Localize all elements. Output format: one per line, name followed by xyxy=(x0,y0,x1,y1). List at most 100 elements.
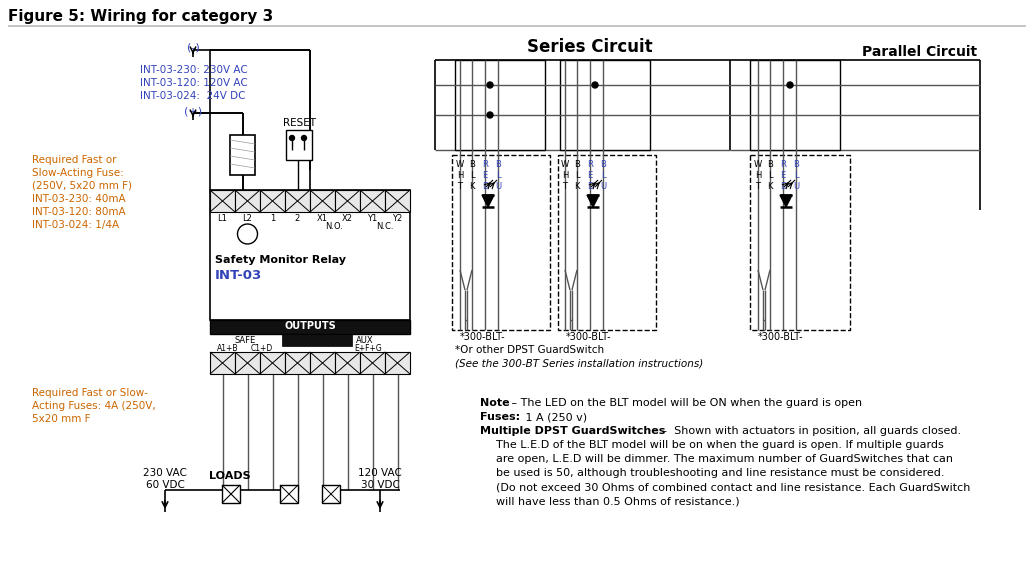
Bar xyxy=(360,190,385,212)
Bar xyxy=(360,352,385,374)
Bar xyxy=(750,60,840,150)
Text: (Do not exceed 30 Ohms of combined contact and line resistance. Each GuardSwitch: (Do not exceed 30 Ohms of combined conta… xyxy=(496,482,970,492)
Text: Acting Fuses: 4A (250V,: Acting Fuses: 4A (250V, xyxy=(32,401,156,411)
Bar xyxy=(322,485,340,503)
Bar xyxy=(235,190,260,212)
Polygon shape xyxy=(482,195,494,207)
Bar xyxy=(210,352,235,374)
Text: 1: 1 xyxy=(270,214,275,223)
Text: L2: L2 xyxy=(243,214,252,223)
Text: A1+B: A1+B xyxy=(217,344,239,353)
Text: 120 VAC: 120 VAC xyxy=(358,468,402,478)
Text: W
H
T: W H T xyxy=(754,160,762,191)
Bar xyxy=(260,190,285,212)
Text: Required Fast or: Required Fast or xyxy=(32,155,117,165)
Text: L1: L1 xyxy=(217,214,227,223)
Text: be used is 50, although troubleshooting and line resistance must be considered.: be used is 50, although troubleshooting … xyxy=(496,468,944,478)
Text: INT-03-024: 1/4A: INT-03-024: 1/4A xyxy=(32,220,119,230)
Text: Fuses:: Fuses: xyxy=(480,412,520,422)
Polygon shape xyxy=(780,195,792,207)
Text: 60 VDC: 60 VDC xyxy=(146,480,184,490)
Bar xyxy=(280,485,298,503)
Text: 30 VDC: 30 VDC xyxy=(361,480,399,490)
Text: Y1: Y1 xyxy=(367,214,377,223)
Text: are open, L.E.D will be dimmer. The maximum number of GuardSwitches that can: are open, L.E.D will be dimmer. The maxi… xyxy=(496,454,953,464)
Text: INT-03-120: 120V AC: INT-03-120: 120V AC xyxy=(140,78,248,88)
Text: The L.E.D of the BLT model will be on when the guard is open. If multiple guards: The L.E.D of the BLT model will be on wh… xyxy=(496,440,944,450)
Text: 230 VAC: 230 VAC xyxy=(143,468,187,478)
Text: SAFE: SAFE xyxy=(235,336,255,345)
Text: (See the 300-BT Series installation instructions): (See the 300-BT Series installation inst… xyxy=(455,359,703,369)
Text: (250V, 5x20 mm F): (250V, 5x20 mm F) xyxy=(32,181,132,191)
Bar xyxy=(210,320,410,334)
Text: INT-03: INT-03 xyxy=(215,269,263,282)
Text: *Or other DPST GuardSwitch: *Or other DPST GuardSwitch xyxy=(455,345,604,355)
Bar xyxy=(310,352,335,374)
Bar xyxy=(230,135,255,175)
Bar xyxy=(750,155,850,330)
Text: B
L
K: B L K xyxy=(767,160,773,191)
Text: R
E
D: R E D xyxy=(780,160,786,191)
Circle shape xyxy=(487,112,493,118)
Text: R
E
D: R E D xyxy=(482,160,488,191)
Bar xyxy=(285,352,310,374)
Text: RESET: RESET xyxy=(282,118,315,128)
Text: INT-03-120: 80mA: INT-03-120: 80mA xyxy=(32,207,125,217)
Text: X1: X1 xyxy=(317,214,328,223)
Text: N.C.: N.C. xyxy=(375,222,393,231)
Text: 5x20 mm F: 5x20 mm F xyxy=(32,414,91,424)
Bar xyxy=(260,352,285,374)
Text: B
L
U: B L U xyxy=(495,160,501,191)
Text: N.O.: N.O. xyxy=(326,222,343,231)
Bar xyxy=(285,190,310,212)
Bar xyxy=(222,485,240,503)
Text: Multiple DPST GuardSwitches: Multiple DPST GuardSwitches xyxy=(480,426,665,436)
Text: *300-BLT-: *300-BLT- xyxy=(758,332,803,342)
Circle shape xyxy=(787,82,793,88)
Text: will have less than 0.5 Ohms of resistance.): will have less than 0.5 Ohms of resistan… xyxy=(496,496,739,506)
Bar xyxy=(210,190,235,212)
Bar xyxy=(455,60,545,150)
Circle shape xyxy=(592,82,598,88)
Bar xyxy=(235,352,260,374)
Text: B
L
K: B L K xyxy=(469,160,475,191)
Text: E+F+G: E+F+G xyxy=(354,344,382,353)
Bar xyxy=(560,60,650,150)
Text: B
L
K: B L K xyxy=(574,160,580,191)
Text: W
H
T: W H T xyxy=(560,160,569,191)
Text: Parallel Circuit: Parallel Circuit xyxy=(862,45,977,59)
Text: Series Circuit: Series Circuit xyxy=(527,38,652,56)
Text: 1 A (250 v): 1 A (250 v) xyxy=(522,412,587,422)
Text: AUX: AUX xyxy=(356,336,374,345)
Bar xyxy=(558,155,656,330)
Bar xyxy=(385,190,410,212)
Bar xyxy=(335,190,360,212)
Text: C1+D: C1+D xyxy=(251,344,273,353)
Polygon shape xyxy=(587,195,599,207)
Text: Required Fast or Slow-: Required Fast or Slow- xyxy=(32,388,148,398)
Text: Slow-Acting Fuse:: Slow-Acting Fuse: xyxy=(32,168,124,178)
Text: R
E
D: R E D xyxy=(586,160,594,191)
Circle shape xyxy=(290,136,295,141)
Text: (+): (+) xyxy=(184,106,202,116)
Text: INT-03-024:  24V DC: INT-03-024: 24V DC xyxy=(140,91,245,101)
Text: X2: X2 xyxy=(342,214,353,223)
Text: 2: 2 xyxy=(295,214,300,223)
Text: W
H
T: W H T xyxy=(456,160,464,191)
Text: OUTPUTS: OUTPUTS xyxy=(284,321,336,331)
Text: *300-BLT-: *300-BLT- xyxy=(460,332,506,342)
Bar xyxy=(282,334,352,346)
Bar xyxy=(210,190,410,320)
Circle shape xyxy=(302,136,306,141)
Text: *300-BLT-: *300-BLT- xyxy=(566,332,612,342)
Text: (-): (-) xyxy=(186,43,200,53)
Bar xyxy=(310,190,335,212)
Text: INT-03-230: 230V AC: INT-03-230: 230V AC xyxy=(140,65,248,75)
Text: B
L
U: B L U xyxy=(793,160,799,191)
Text: –  Shown with actuators in position, all guards closed.: – Shown with actuators in position, all … xyxy=(658,426,962,436)
Text: INT-03-230: 40mA: INT-03-230: 40mA xyxy=(32,194,125,204)
Text: Figure 5: Wiring for category 3: Figure 5: Wiring for category 3 xyxy=(8,9,273,24)
Text: Safety Monitor Relay: Safety Monitor Relay xyxy=(215,255,346,265)
Bar xyxy=(286,130,312,160)
Text: – The LED on the BLT model will be ON when the guard is open: – The LED on the BLT model will be ON wh… xyxy=(508,398,862,408)
